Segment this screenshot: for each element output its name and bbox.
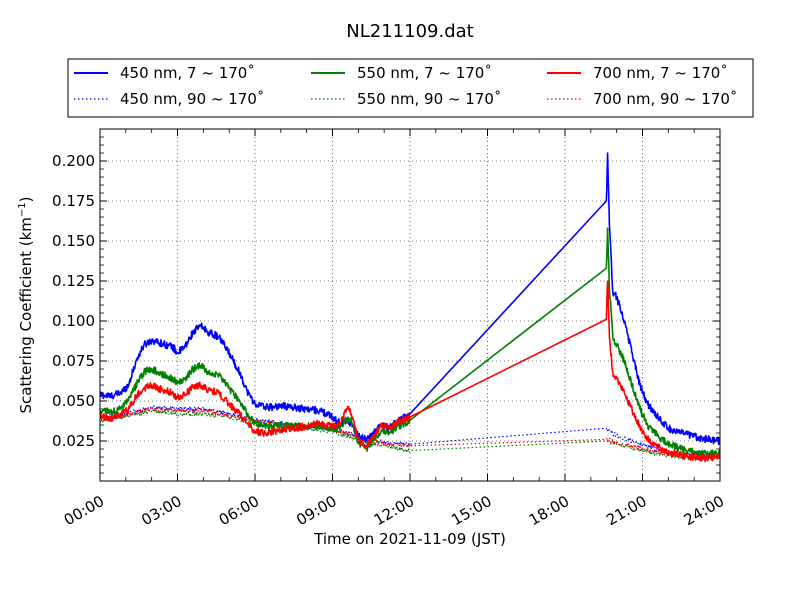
y-tick-label: 0.200 (52, 152, 95, 170)
x-tick-label: 24:00 (681, 492, 727, 529)
x-tick-label: 09:00 (293, 492, 339, 529)
series-line (100, 280, 720, 463)
x-tick-label: 15:00 (448, 492, 494, 529)
y-axis-label-exponent: −1 (17, 202, 28, 217)
y-tick-label: 0.100 (52, 312, 95, 330)
legend-label: 450 nm, 7 ~ 170˚ (120, 64, 255, 82)
legend-label: 550 nm, 7 ~ 170˚ (357, 64, 492, 82)
series-line (100, 406, 720, 459)
series-line (100, 152, 720, 446)
x-tick-label: 00:00 (61, 492, 107, 529)
legend-label: 550 nm, 90 ~ 170˚ (357, 90, 501, 108)
y-axis-label: Scattering Coefficient (km−1) (17, 196, 35, 413)
legend-label: 700 nm, 90 ~ 170˚ (593, 90, 737, 108)
x-tick-label: 12:00 (371, 492, 417, 529)
y-tick-label: 0.175 (52, 192, 95, 210)
y-axis-label-main: Scattering Coefficient (km (17, 217, 35, 413)
y-tick-label: 0.075 (52, 352, 95, 370)
x-tick-label: 03:00 (138, 492, 184, 529)
y-tick-label: 0.125 (52, 272, 95, 290)
series-line (100, 227, 720, 459)
y-axis-label-tail: ) (17, 196, 35, 202)
plot-area: 00:00 03:00 06:00 09:00 12:00 15:00 18:00 21:00… (52, 128, 727, 529)
x-tick-label: 06:00 (216, 492, 262, 529)
legend-label: 700 nm, 7 ~ 170˚ (593, 64, 728, 82)
x-tick-label: 21:00 (603, 492, 649, 529)
legend: 450 nm, 7 ~ 170˚ 550 nm, 7 ~ 170˚ 700 nm, … (67, 58, 754, 118)
chart-title: NL211109.dat (346, 21, 473, 42)
series-group (100, 152, 720, 463)
legend-box (67, 58, 754, 118)
y-tick-label: 0.050 (52, 392, 95, 410)
x-tick-label: 18:00 (526, 492, 572, 529)
y-tick-label: 0.025 (52, 432, 95, 450)
legend-label: 450 nm, 90 ~ 170˚ (120, 90, 264, 108)
y-tick-label: 0.150 (52, 232, 95, 250)
x-axis-label: Time on 2021-11-09 (JST) (313, 530, 506, 548)
series-line (100, 405, 720, 458)
